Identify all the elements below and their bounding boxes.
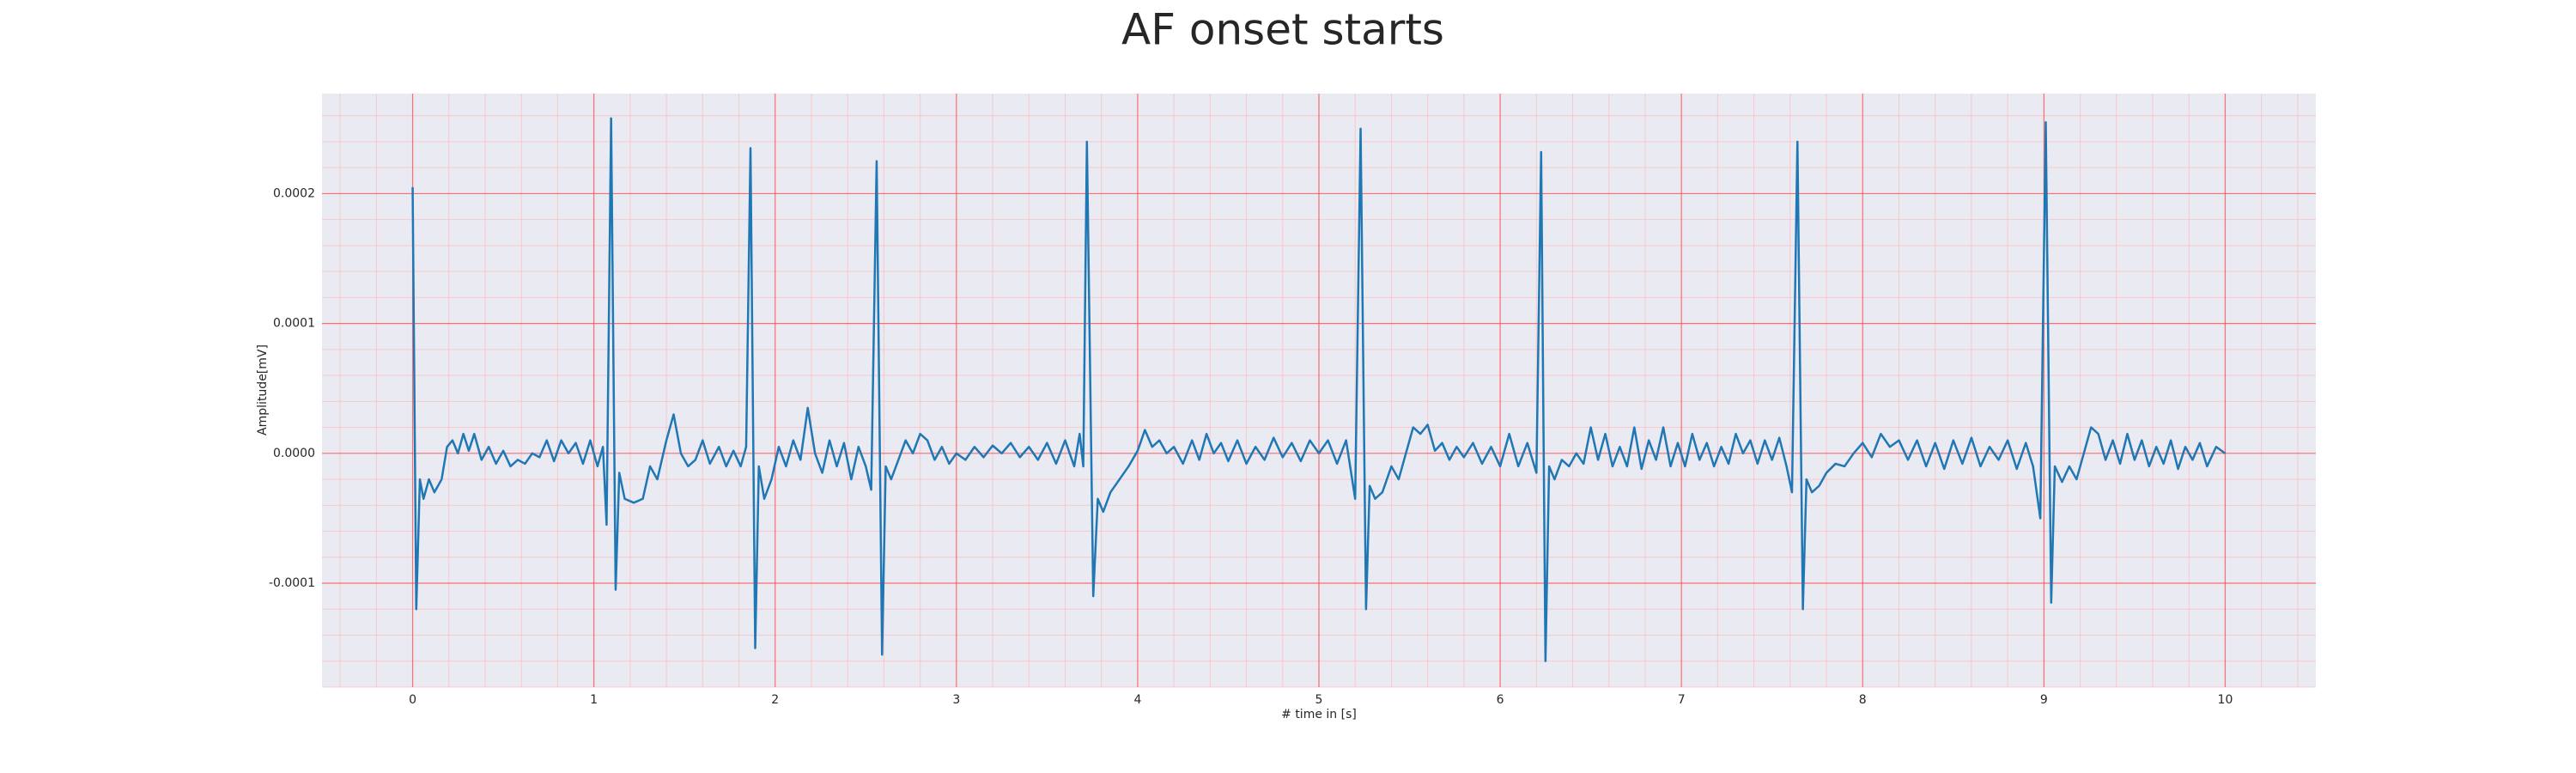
x-tick-label: 6 — [1497, 693, 1504, 707]
signal-line — [411, 117, 2227, 663]
x-tick-label: 2 — [771, 693, 779, 707]
x-tick-label: 0 — [409, 693, 416, 707]
y-axis-label: Amplitude[mV] — [256, 344, 270, 435]
x-tick-label: 9 — [2040, 693, 2048, 707]
y-tick-label: 0.0002 — [273, 186, 315, 200]
chart-title: AF onset starts — [1121, 5, 1444, 55]
x-tick-label: 3 — [952, 693, 960, 707]
x-tick-label: 5 — [1315, 693, 1323, 707]
y-tick-label: 0.0000 — [273, 447, 315, 460]
x-tick-label: 1 — [590, 693, 598, 707]
x-tick-label: 7 — [1678, 693, 1686, 707]
y-tick-label: -0.0001 — [269, 576, 315, 590]
y-tick-label: 0.0001 — [273, 317, 315, 331]
x-tick-label: 4 — [1133, 693, 1141, 707]
x-tick-label: 10 — [2218, 693, 2233, 707]
x-axis-label: # time in [s] — [1281, 708, 1357, 721]
x-tick-label: 8 — [1859, 693, 1867, 707]
